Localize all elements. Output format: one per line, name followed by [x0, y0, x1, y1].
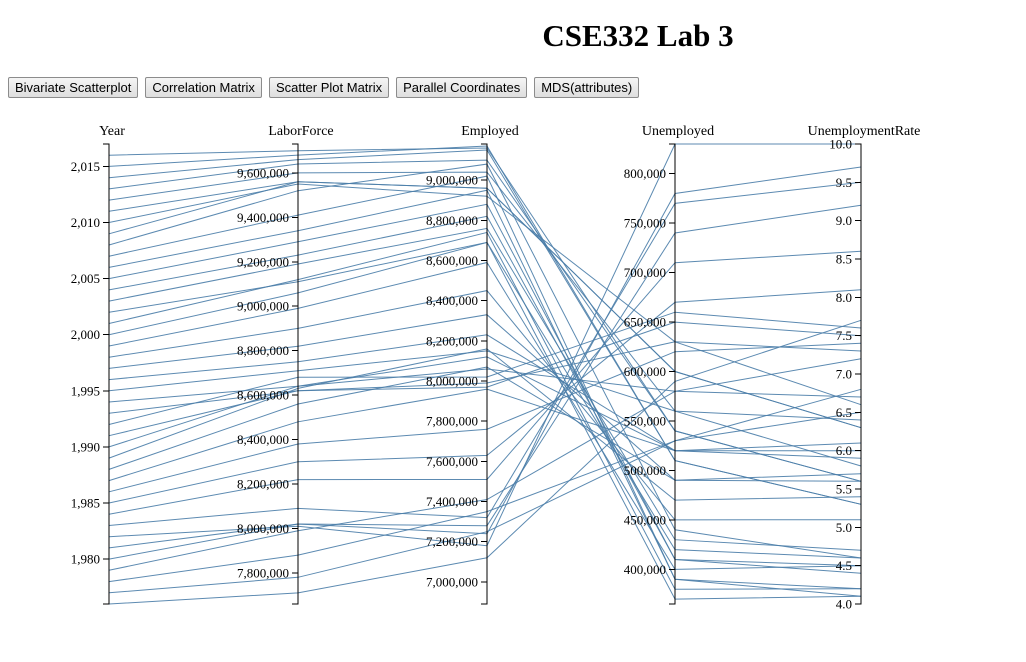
record-line-1999	[108, 261, 862, 570]
unemploymentrate-tick-label: 10.0	[829, 137, 852, 152]
axes-layer: 1,980 1,985 1,990 1,995 2,000 2,005 2,010 2,015…	[71, 124, 921, 612]
employed-tick-label: 8,000,000	[426, 374, 478, 389]
record-line-2011	[108, 181, 862, 429]
unemployed-tick-label: 600,000	[624, 364, 666, 379]
unemploymentrate-tick-label: 8.0	[836, 290, 852, 305]
year-tick-label: 1,980	[71, 552, 100, 567]
employed-tick-label: 7,200,000	[426, 534, 478, 549]
record-line-1994	[108, 368, 862, 403]
year-tick-label: 2,010	[71, 215, 100, 230]
year-axis: 1,980 1,985 1,990 1,995 2,000 2,005 2,010 2,015…	[71, 124, 125, 605]
parallel-coordinates-chart: 1,980 1,985 1,990 1,995 2,000 2,005 2,010 2,015…	[71, 124, 921, 612]
unemploymentrate-tick-label: 7.0	[836, 367, 852, 382]
year-tick-label: 2,005	[71, 271, 100, 286]
record-line-1992	[108, 311, 862, 425]
unemployed-tick-label: 550,000	[624, 413, 666, 428]
unemployed-tick-label: 750,000	[624, 216, 666, 231]
polyline-layer	[108, 143, 862, 605]
year-axis-line	[103, 143, 110, 605]
unemploymentrate-tick-label: 4.0	[836, 597, 852, 612]
employed-tick-label: 7,800,000	[426, 414, 478, 429]
year-tick-label: 1,990	[71, 439, 100, 454]
laborforce-tick-label: 8,600,000	[237, 388, 289, 403]
page-title: CSE332 Lab 3	[542, 18, 734, 53]
laborforce-tick-label: 8,800,000	[237, 343, 289, 358]
record-line-1983	[108, 181, 862, 526]
employed-axis: 7,000,000 7,200,000 7,400,000 7,600,000 7,80…	[426, 124, 519, 605]
unemployed-tick-label: 450,000	[624, 512, 666, 527]
laborforce-tick-label: 8,000,000	[237, 521, 289, 536]
parallel-coordinates-button[interactable]: Parallel Coordinates	[396, 77, 528, 98]
employed-tick-label: 7,000,000	[426, 574, 478, 589]
record-line-1987	[108, 388, 862, 482]
employed-tick-label: 8,400,000	[426, 293, 478, 308]
record-line-1986	[108, 342, 862, 493]
year-tick-label: 1,985	[71, 496, 100, 511]
laborforce-tick-label: 9,400,000	[237, 210, 289, 225]
employed-tick-label: 9,000,000	[426, 173, 478, 188]
view-toolbar: Bivariate Scatterplot Correlation Matrix…	[8, 77, 642, 98]
record-line-1990	[108, 356, 861, 452]
record-line-1998	[108, 290, 862, 521]
record-line-1995	[108, 350, 862, 421]
employed-tick-label: 8,800,000	[426, 213, 478, 228]
unemploymentrate-tick-label: 9.5	[836, 175, 852, 190]
year-tick-label: 2,000	[71, 327, 100, 342]
laborforce-axis-title: LaborForce	[268, 124, 333, 139]
unemployed-tick-label: 650,000	[624, 315, 666, 330]
unemploymentrate-tick-label: 6.5	[836, 405, 852, 420]
unemployed-tick-label: 500,000	[624, 463, 666, 478]
unemployed-tick-label: 400,000	[624, 562, 666, 577]
unemployed-axis-line	[669, 143, 676, 605]
laborforce-axis-line	[292, 143, 299, 605]
unemploymentrate-tick-label: 5.5	[836, 482, 852, 497]
year-tick-label: 1,995	[71, 383, 100, 398]
scatter-plot-matrix-button[interactable]: Scatter Plot Matrix	[268, 77, 390, 98]
bivariate-scatterplot-button[interactable]: Bivariate Scatterplot	[8, 77, 139, 98]
laborforce-tick-label: 9,200,000	[237, 254, 289, 269]
employed-tick-label: 7,400,000	[426, 494, 478, 509]
unemploymentrate-tick-label: 5.0	[836, 520, 852, 535]
unemployed-axis-title: Unemployed	[642, 124, 714, 139]
unemploymentrate-axis: 4.0 4.5 5.0 5.5 6.0 6.5 7.0 7.5 8.0 8.5 9.0 9.5 10.0…	[808, 124, 921, 612]
mds-attributes-button[interactable]: MDS(attributes)	[534, 77, 640, 98]
unemployed-tick-label: 800,000	[624, 166, 666, 181]
year-tick-label: 2,015	[71, 159, 100, 174]
unemploymentrate-tick-label: 9.0	[836, 213, 852, 228]
unemploymentrate-axis-title: UnemploymentRate	[808, 124, 921, 139]
record-line-2009	[108, 181, 862, 429]
employed-axis-line	[481, 143, 488, 605]
unemploymentrate-tick-label: 7.5	[836, 328, 852, 343]
laborforce-tick-label: 8,400,000	[237, 432, 289, 447]
year-axis-title: Year	[99, 124, 125, 139]
laborforce-tick-label: 7,800,000	[237, 565, 289, 580]
laborforce-axis: 7,800,000 8,000,000 8,200,000 8,400,000 8,60…	[237, 124, 334, 605]
record-line-2004	[108, 215, 862, 567]
correlation-matrix-button[interactable]: Correlation Matrix	[145, 77, 262, 98]
record-line-2012	[108, 171, 862, 467]
employed-tick-label: 7,600,000	[426, 454, 478, 469]
unemployed-axis: 400,000 450,000 500,000 550,000 600,000 650,0…	[624, 124, 714, 605]
laborforce-tick-label: 9,600,000	[237, 165, 289, 180]
employed-tick-label: 8,600,000	[426, 253, 478, 268]
employed-axis-title: Employed	[461, 124, 519, 139]
unemployed-tick-label: 700,000	[624, 265, 666, 280]
employed-tick-label: 8,200,000	[426, 333, 478, 348]
record-line-1978	[108, 411, 862, 583]
unemploymentrate-tick-label: 4.5	[836, 558, 852, 573]
unemploymentrate-tick-label: 8.5	[836, 252, 852, 267]
unemploymentrate-tick-label: 6.0	[836, 443, 852, 458]
laborforce-tick-label: 9,000,000	[237, 299, 289, 314]
laborforce-tick-label: 8,200,000	[237, 477, 289, 492]
